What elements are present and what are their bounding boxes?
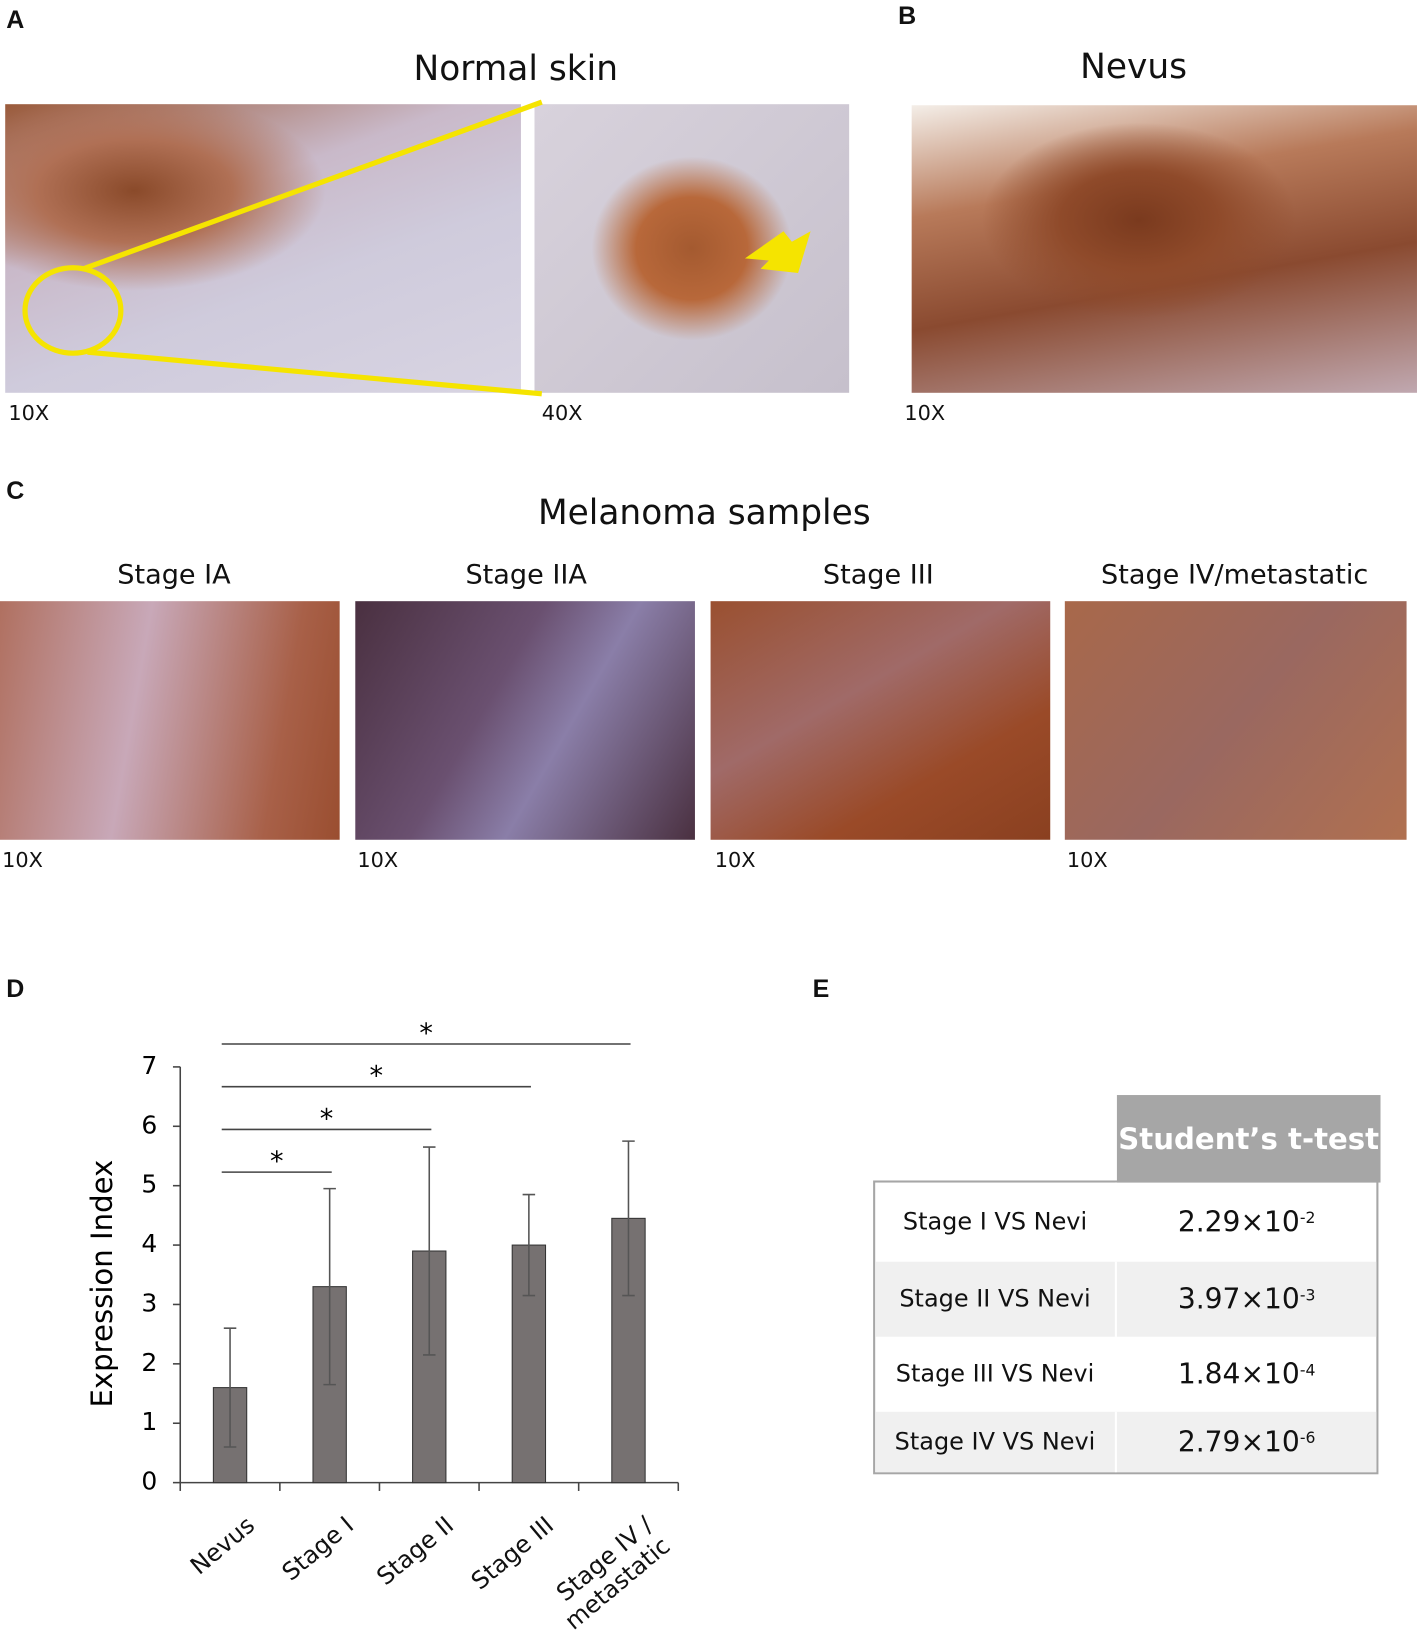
p-value-exponent: -6 [1299,1428,1316,1448]
magnification: 10X [2,847,43,873]
comparison: Stage III VS Nevi [895,1360,1095,1388]
p-value: 2.79×10 -6 [1114,1411,1377,1473]
micrograph [5,104,521,393]
comparison: Stage II VS Nevi [899,1285,1091,1313]
table-row: Stage II VS Nevi 3.97×10 -3 [875,1261,1377,1337]
p-value-exponent: -4 [1299,1360,1316,1380]
zoom-overlay [22,99,811,397]
stage-title: Stage III [822,559,934,591]
p-value-exponent: -2 [1299,1208,1316,1228]
micrograph [1064,601,1407,840]
y-tick-label: 6 [141,1110,157,1139]
y-tick-label: 7 [141,1051,157,1080]
y-tick-label: 5 [141,1170,157,1199]
magnification: 10X [1066,847,1108,873]
panel-label: D [6,975,25,1004]
table: Stage I VS Nevi 2.29×10 -2 Stage II VS Nevi… [873,1180,1379,1475]
panel-title: Melanoma samples [537,491,871,533]
y-tick-label: 0 [141,1467,157,1496]
panel-title: Nevus [1080,45,1188,87]
significance-label: * [320,1103,334,1134]
y-tick-label: 2 [141,1348,157,1377]
error-bar [522,1193,536,1297]
p-value-base: 2.79×10 [1177,1425,1300,1459]
panel-label: A [6,6,25,35]
micrograph [0,601,340,840]
p-value-base: 2.29×10 [1177,1205,1300,1239]
error-bar [622,1140,635,1297]
magnification: 10X [8,400,50,426]
micrograph [355,601,695,840]
panel-label: B [898,2,917,31]
p-value: 1.84×10 -4 [1114,1336,1377,1412]
p-value-exponent: -3 [1299,1285,1316,1305]
comparison: Stage I VS Nevi [902,1208,1088,1236]
stage-title: Stage IV/metastatic [1101,559,1369,591]
table-row: Stage III VS Nevi 1.84×10 -4 [875,1336,1377,1412]
stage-title: Stage IA [117,559,231,591]
p-value-base: 3.97×10 [1177,1283,1300,1316]
panel-label: C [6,477,25,506]
error-bar [323,1187,336,1386]
magnification: 10X [714,847,756,873]
magnification: 10X [904,400,946,426]
y-tick-label: 1 [141,1407,157,1436]
magnification: 40X [541,400,583,426]
p-value: 2.29×10 -2 [1114,1182,1377,1262]
table-row: Stage I VS Nevi 2.29×10 -2 [875,1182,1377,1262]
p-value-base: 1.84×10 [1177,1358,1300,1391]
table-header: Student’s t-test [1116,1095,1381,1183]
micrograph [710,601,1051,840]
table-row: Stage IV VS Nevi 2.79×10 -6 [875,1411,1377,1473]
significance-label: * [419,1018,433,1049]
magnification: 10X [357,847,399,873]
significance-label: * [370,1061,384,1092]
y-tick-label: 3 [141,1288,157,1317]
comparison: Stage IV VS Nevi [894,1428,1096,1456]
y-axis-label: Expression Index [85,1160,119,1408]
panel-title: Normal skin [413,47,618,89]
stage-title: Stage IIA [465,559,587,591]
y-tick-label: 4 [141,1229,157,1258]
micrograph [911,105,1417,393]
error-bar [223,1327,237,1448]
bar-chart: Expression Index 0 1 2 3 4 5 6 7 * * * * [85,1018,680,1496]
significance-label: * [270,1146,284,1177]
error-bar [423,1146,436,1356]
p-value: 3.97×10 -3 [1114,1261,1377,1337]
panel-label: E [812,975,830,1004]
